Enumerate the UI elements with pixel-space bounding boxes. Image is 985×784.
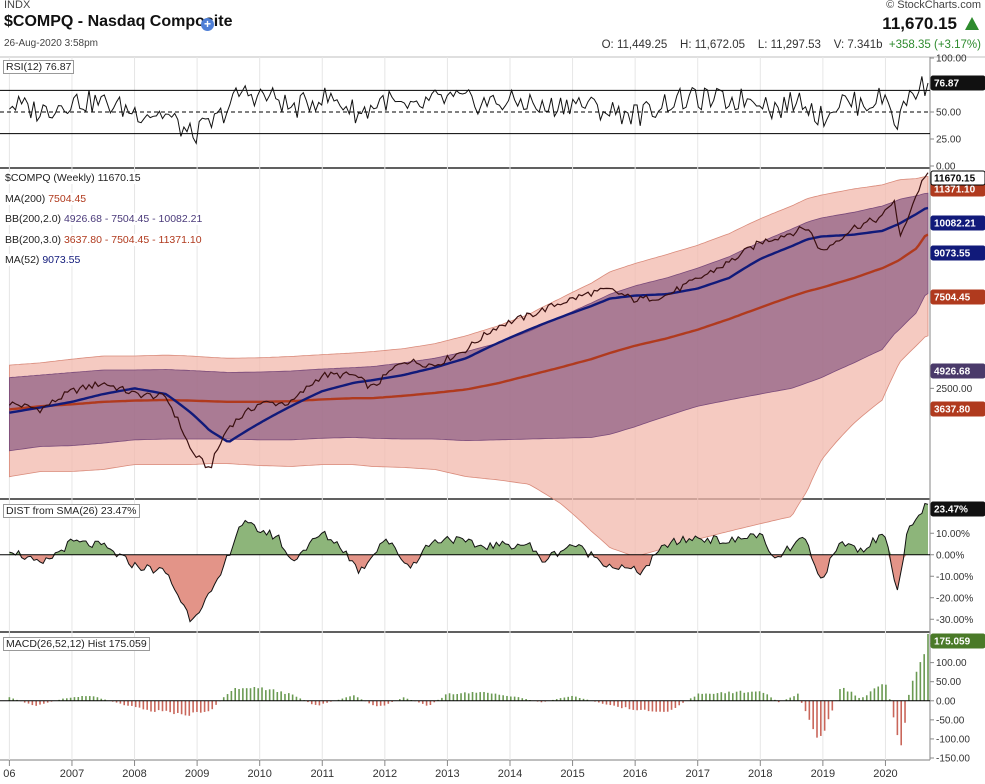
x-tick-label-2008: 2008 — [122, 768, 146, 780]
macd-tick-6: -150.00 — [936, 754, 970, 765]
x-axis-ticks: 06 2007 2008 2009 2010 2011 2012 2013 2014 2015 20… — [3, 760, 898, 780]
rsi-tick-2: 50.00 — [936, 108, 961, 119]
watermark: © StockCharts.com — [886, 0, 981, 11]
macd-panel — [0, 633, 930, 746]
bb2-label-prefix: BB(200,2.0) — [5, 213, 64, 225]
bb2-upper-tag: 10082.21 — [934, 219, 976, 230]
dist-negative-area — [9, 554, 928, 622]
bb2-lower-tag: 4926.68 — [934, 367, 971, 378]
ma200-tag-bg — [930, 289, 985, 305]
x-tick-label-2017: 2017 — [685, 768, 709, 780]
ma200-line — [9, 233, 929, 411]
macd-tick-2: 50.00 — [936, 677, 961, 688]
exchange-label: INDX — [4, 0, 31, 11]
ma52-label: MA(52) 9073.55 — [3, 254, 83, 266]
ma52-label-prefix: MA(52) — [5, 254, 43, 266]
dist-tag: 23.47% — [934, 505, 968, 516]
change-value: +358.35 (+3.17%) — [888, 39, 981, 51]
bb3-label-prefix: BB(200,3.0) — [5, 234, 64, 246]
ma52-label-value: 9073.55 — [42, 254, 81, 266]
high-value: H: 11,672.05 — [680, 39, 746, 51]
open-value: O: 11,449.25 — [601, 39, 668, 51]
bb3-label: BB(200,3.0) 3637.80 - 7504.45 - 11371.10 — [3, 234, 204, 246]
rsi-tag: 76.87 — [934, 78, 959, 89]
price-tag-bg — [930, 170, 985, 186]
rsi-tick-3: 25.00 — [936, 135, 961, 146]
rsi-tag-bg — [930, 75, 985, 91]
bb3-upper-tag: 11371.10 — [934, 185, 976, 196]
ma200-tag: 7504.45 — [934, 293, 971, 304]
rsi-panel — [0, 76, 930, 145]
datetime-label: 26-Aug-2020 3:58pm — [4, 38, 98, 49]
ma52-tag: 9073.55 — [934, 249, 971, 260]
x-tick-label-2015: 2015 — [560, 768, 584, 780]
dist-line — [9, 502, 929, 623]
rsi-line — [9, 76, 929, 145]
price-label: $COMPQ (Weekly) 11670.15 — [3, 172, 143, 184]
up-arrow-icon — [965, 17, 979, 30]
macd-tick-5: -100.00 — [936, 734, 970, 745]
bb2-label: BB(200,2.0) 4926.68 - 7504.45 - 10082.21 — [3, 213, 205, 225]
last-price: 11,670.15 — [882, 14, 957, 33]
dist-panel — [0, 502, 930, 623]
price-tag: 11670.15 — [934, 174, 976, 185]
bb2-upper-tag-bg — [930, 215, 985, 231]
macd-label: MACD(26,52,12) Hist 175.059 — [3, 637, 150, 651]
dist-label: DIST from SMA(26) 23.47% — [3, 504, 140, 518]
dist-tick-3: -20.00% — [936, 593, 973, 604]
x-tick-label-2012: 2012 — [373, 768, 397, 780]
bb2-label-value: 4926.68 - 7504.45 - 10082.21 — [63, 213, 203, 225]
x-tick-label-2019: 2019 — [811, 768, 835, 780]
ma200-label-value: 7504.45 — [48, 193, 87, 205]
x-tick-label-2006: 06 — [3, 768, 15, 780]
x-tick-label-2016: 2016 — [623, 768, 647, 780]
dist-tick-4: -30.00% — [936, 615, 973, 626]
dist-tag-bg — [930, 501, 985, 517]
dist-tick-2: -10.00% — [936, 572, 973, 583]
dist-tick-0: 10.00% — [936, 529, 970, 540]
bb3-label-value: 3637.80 - 7504.45 - 11371.10 — [63, 234, 202, 246]
add-to-chartlist-icon[interactable]: + — [201, 18, 214, 31]
price-line — [8, 172, 929, 469]
panel-frames — [0, 56, 985, 761]
price-tick-2500: 2500.00 — [936, 384, 973, 395]
bb3-lower-tag: 3637.80 — [934, 405, 971, 416]
rsi-label: RSI(12) 76.87 — [3, 60, 75, 74]
x-tick-label-2018: 2018 — [748, 768, 772, 780]
x-tick-label-2020: 2020 — [873, 768, 897, 780]
price-panel — [8, 172, 929, 557]
macd-tick-3: 0.00 — [936, 696, 956, 707]
ma200-label: MA(200) 7504.45 — [3, 193, 89, 205]
ma200-label-prefix: MA(200) — [5, 193, 49, 205]
macd-tag: 175.059 — [934, 637, 971, 648]
macd-tick-1: 100.00 — [936, 658, 967, 669]
x-tick-label-2013: 2013 — [435, 768, 459, 780]
x-tick-label-2010: 2010 — [247, 768, 271, 780]
x-tick-label-2011: 2011 — [310, 768, 334, 780]
x-tick-label-2007: 2007 — [60, 768, 84, 780]
volume-value: V: 7.341b — [833, 39, 883, 51]
macd-tick-4: -50.00 — [936, 715, 965, 726]
bb3-lower-tag-bg — [930, 401, 985, 417]
x-tick-label-2009: 2009 — [185, 768, 209, 780]
ohlc-readout: O: 11,449.25 H: 11,672.05 L: 11,297.53 V… — [602, 39, 981, 51]
bb2-lower-tag-bg — [930, 363, 985, 379]
rsi-tick-4: 0.00 — [936, 162, 956, 173]
macd-tag-bg — [930, 633, 985, 649]
x-tick-label-2014: 2014 — [498, 768, 522, 780]
bb2-band — [9, 192, 929, 452]
symbol-title: $COMPQ - Nasdaq Composite — [4, 13, 233, 30]
dist-positive-area — [9, 503, 928, 555]
rsi-tick-0: 100.00 — [936, 54, 967, 65]
ma52-tag-bg — [930, 245, 985, 261]
dist-tick-1: 0.00% — [936, 550, 964, 561]
low-value: L: 11,297.53 — [757, 39, 821, 51]
